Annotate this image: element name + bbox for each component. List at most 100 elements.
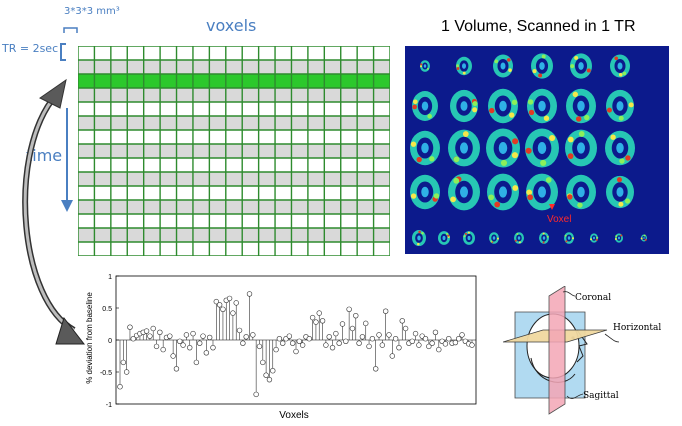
stem-plot-marks bbox=[117, 291, 475, 398]
stem-point bbox=[299, 342, 306, 348]
grid-row bbox=[78, 172, 390, 186]
voxel-annotation: Voxel bbox=[547, 214, 572, 225]
stem-point bbox=[190, 330, 196, 337]
stem-point bbox=[187, 344, 193, 351]
x-axis-label: Voxels bbox=[279, 410, 308, 420]
stem-point bbox=[316, 310, 322, 316]
y-tick-label: -1 bbox=[106, 402, 112, 409]
stem-point bbox=[309, 314, 316, 321]
stem-point bbox=[399, 318, 405, 324]
horizontal-label: Horizontal bbox=[613, 323, 661, 333]
stem-point bbox=[402, 325, 409, 332]
stem-point bbox=[273, 346, 279, 353]
stem-point bbox=[243, 334, 249, 340]
stem-point bbox=[203, 350, 210, 356]
grid-row bbox=[78, 228, 390, 242]
stem-point bbox=[319, 318, 326, 324]
stem-plot: 1 0.5 0 -0.5 -1 Voxels % deviation from base… bbox=[85, 274, 477, 420]
stem-point bbox=[426, 343, 432, 350]
stem-point bbox=[359, 334, 366, 340]
stem-point bbox=[117, 384, 123, 390]
stem-point bbox=[442, 341, 449, 347]
sagittal-label: Sagittal bbox=[583, 391, 619, 401]
stem-point bbox=[170, 353, 176, 359]
stem-point bbox=[409, 338, 415, 344]
stem-point bbox=[276, 336, 283, 342]
grid-row bbox=[78, 60, 390, 74]
stem-point bbox=[253, 391, 259, 398]
stem-point bbox=[356, 340, 362, 346]
stem-point bbox=[339, 321, 346, 327]
stem-point bbox=[329, 344, 336, 351]
stem-point bbox=[343, 338, 349, 344]
stem-point bbox=[167, 333, 173, 339]
grid-row bbox=[78, 130, 390, 144]
voxel-grid bbox=[78, 46, 390, 256]
voxel-size-label: 3*3*3 mm³ bbox=[64, 6, 120, 17]
stem-point bbox=[313, 319, 319, 325]
grid-row bbox=[78, 144, 390, 158]
stem-point bbox=[240, 340, 246, 346]
stem-point bbox=[286, 333, 293, 339]
stem-point bbox=[349, 325, 356, 332]
stem-point bbox=[183, 332, 190, 338]
stem-point bbox=[429, 340, 435, 346]
stem-point bbox=[469, 342, 475, 348]
stem-point bbox=[180, 342, 186, 348]
voxels-label: voxels bbox=[206, 16, 257, 35]
stem-point bbox=[220, 306, 226, 312]
grid-row bbox=[78, 200, 390, 214]
stem-point bbox=[206, 334, 213, 341]
stem-point bbox=[127, 324, 133, 330]
stem-point bbox=[153, 343, 160, 350]
y-tick-label: -0.5 bbox=[100, 370, 112, 377]
stem-point bbox=[366, 343, 372, 350]
stem-point bbox=[147, 333, 153, 339]
stem-point bbox=[369, 336, 376, 342]
stem-point bbox=[157, 329, 163, 336]
stem-point bbox=[266, 376, 273, 383]
grid-row bbox=[78, 74, 390, 88]
stem-point bbox=[193, 359, 200, 366]
stem-point bbox=[432, 329, 439, 336]
grid-row bbox=[78, 242, 390, 256]
stem-point bbox=[326, 334, 332, 340]
stem-point bbox=[123, 369, 130, 375]
stem-point bbox=[422, 336, 429, 342]
stem-point bbox=[412, 330, 419, 337]
stem-point bbox=[120, 359, 127, 366]
stem-point bbox=[260, 359, 266, 366]
stem-point bbox=[336, 340, 342, 346]
grid-row bbox=[78, 186, 390, 200]
stem-point bbox=[160, 346, 166, 353]
tr-label: TR = 2sec bbox=[2, 42, 59, 55]
stem-point bbox=[392, 336, 399, 342]
stem-point bbox=[226, 295, 233, 302]
stem-point bbox=[333, 330, 339, 337]
stem-point bbox=[379, 342, 386, 348]
coronal-label: Coronal bbox=[575, 293, 611, 303]
stem-point bbox=[446, 336, 452, 342]
stem-point bbox=[210, 344, 216, 351]
stem-point bbox=[213, 298, 220, 305]
grid-row bbox=[78, 116, 390, 130]
y-tick-label: 1 bbox=[108, 274, 112, 281]
voxel-marker bbox=[549, 204, 555, 210]
volume-title: 1 Volume, Scanned in 1 TR bbox=[441, 18, 636, 35]
grid-row bbox=[78, 46, 390, 60]
y-tick-label: 0 bbox=[108, 338, 112, 345]
stem-point bbox=[280, 340, 286, 346]
stem-point bbox=[396, 344, 402, 351]
stem-point bbox=[173, 366, 180, 372]
stem-point bbox=[246, 291, 253, 297]
stem-point bbox=[386, 332, 392, 338]
stem-point bbox=[389, 353, 396, 359]
stem-point bbox=[196, 340, 203, 346]
stem-point bbox=[270, 368, 276, 374]
stem-point bbox=[323, 342, 329, 348]
tr-bracket bbox=[60, 43, 66, 61]
brain-slices bbox=[410, 53, 647, 247]
stem-point bbox=[233, 300, 239, 306]
grid-row bbox=[78, 102, 390, 116]
